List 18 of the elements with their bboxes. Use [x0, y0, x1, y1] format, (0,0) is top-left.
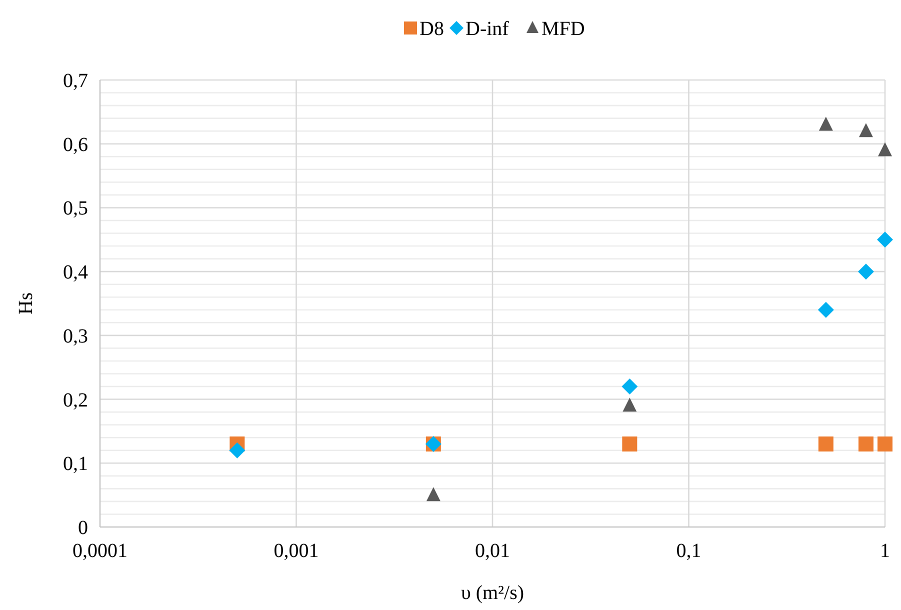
x-tick-label: 0,0001 — [72, 540, 128, 562]
y-tick-label: 0,5 — [63, 198, 88, 220]
x-tick-label: 0,001 — [274, 540, 319, 562]
y-tick-label: 0,7 — [63, 70, 88, 92]
y-tick-label: 0,1 — [63, 453, 88, 476]
y-tick-label: 0,3 — [63, 325, 88, 348]
legend-label: D8 — [420, 18, 444, 40]
x-tick-label: 1 — [880, 540, 890, 562]
y-tick-label: 0,6 — [63, 134, 88, 156]
y-tick-label: 0,4 — [63, 262, 88, 284]
y-tick-label: 0 — [78, 517, 88, 539]
y-tick-label: 0,2 — [63, 389, 88, 412]
y-axis-title: Hs — [15, 292, 37, 315]
x-tick-label: 0,1 — [676, 540, 702, 562]
x-axis-title: υ (m²/s) — [460, 582, 524, 604]
legend-label: D-inf — [466, 18, 510, 40]
x-tick-label: 0,01 — [475, 540, 510, 562]
legend-label: MFD — [542, 18, 585, 40]
